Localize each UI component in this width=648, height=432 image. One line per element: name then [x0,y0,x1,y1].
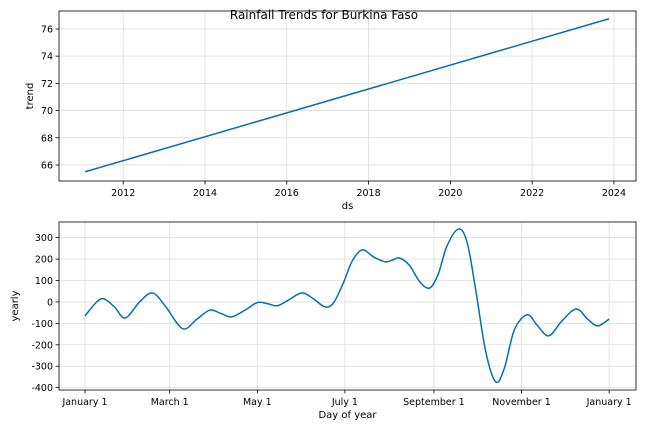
y-tick-label: 300 [35,233,53,244]
x-tick-label: 2020 [438,188,462,199]
x-tick-label: September 1 [403,397,465,408]
y-tick-label: 76 [41,24,53,35]
y-tick-label: -400 [31,383,53,394]
y-axis-label: yearly [10,290,21,321]
x-tick-label: 2016 [275,188,299,199]
y-axis-label: trend [25,83,36,110]
x-tick-label: March 1 [151,397,189,408]
y-tick-label: 72 [41,79,53,90]
y-tick-label: 74 [41,52,53,63]
x-axis-label: Day of year [318,410,377,421]
y-tick-label: 66 [41,160,53,171]
y-tick-label: -300 [31,362,53,373]
x-tick-label: 2024 [602,188,626,199]
x-tick-label: January 1 [586,397,632,408]
y-tick-label: 100 [35,276,53,287]
trend-line [84,228,610,384]
axes-frame [58,10,637,182]
x-tick-label: May 1 [243,397,272,408]
y-tick-label: 68 [41,133,53,144]
x-tick-label: 2018 [356,188,380,199]
axes-frame [58,221,637,391]
x-tick-label: 2022 [520,188,544,199]
x-tick-label: July 1 [331,397,358,408]
y-tick-label: -100 [31,319,53,330]
trend-line [84,18,610,173]
chart-title: Rainfall Trends for Burkina Faso [230,8,418,22]
y-tick-label: -200 [31,340,53,351]
x-tick-label: 2012 [111,188,135,199]
x-tick-label: November 1 [492,397,550,408]
x-tick-label: 2014 [193,188,217,199]
x-tick-label: January 1 [61,397,107,408]
x-axis-label: ds [342,201,354,212]
y-tick-label: 70 [41,106,53,117]
y-tick-label: 200 [35,255,53,266]
y-tick-label: 0 [47,297,53,308]
